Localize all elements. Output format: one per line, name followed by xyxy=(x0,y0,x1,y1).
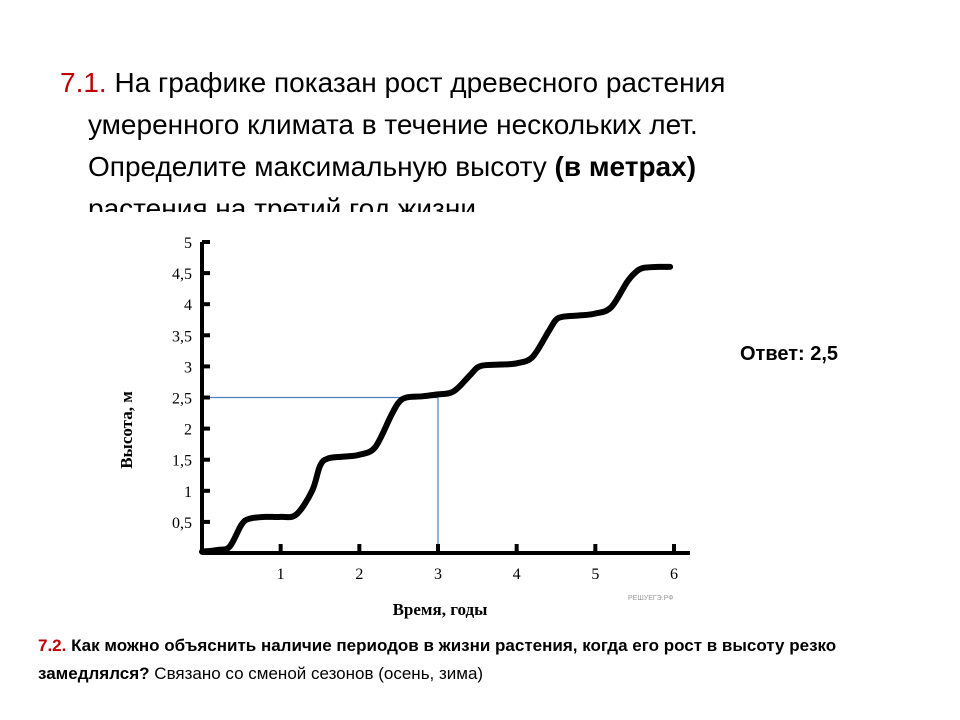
question-number: 7.1. xyxy=(60,67,107,98)
y-tick-label: 4 xyxy=(184,297,192,314)
y-tick-label: 3,5 xyxy=(172,328,192,345)
guide-lines xyxy=(202,396,439,553)
x-axis-ticks: 1 2 3 4 5 6 xyxy=(277,544,678,583)
y-tick-label: 1 xyxy=(184,484,192,501)
x-tick-label: 6 xyxy=(670,566,678,583)
x-tick-label: 3 xyxy=(434,566,442,583)
y-tick-label: 0,5 xyxy=(172,515,192,532)
growth-curve xyxy=(199,263,674,555)
question-line-2: умеренного климата в течение нескольких … xyxy=(88,109,698,140)
question-2-text: Как можно объяснить наличие периодов в ж… xyxy=(38,636,837,683)
question-bold-units: (в метрах) xyxy=(554,151,697,182)
x-tick-label: 4 xyxy=(513,566,521,583)
question-7-1: 7.1. На графике показан рост древесного … xyxy=(60,62,860,212)
question-text-1: На графике показан рост древесного расте… xyxy=(106,67,726,98)
y-tick-label: 5 xyxy=(184,235,192,252)
question-text-3: Определите максимальную высоту xyxy=(88,151,555,182)
question-line-3: Определите максимальную высоту (в метрах… xyxy=(60,146,860,188)
y-tick-label: 2,5 xyxy=(172,391,192,408)
x-axis-label: Время, годы xyxy=(393,600,488,619)
y-axis-label: Высота, м xyxy=(117,391,136,469)
x-tick-label: 5 xyxy=(591,566,599,583)
y-tick-label: 4,5 xyxy=(172,266,192,283)
y-axis-ticks: 0,5 1 1,5 2 2,5 3 3,5 4 4,5 5 xyxy=(172,235,210,532)
x-tick-label: 1 xyxy=(277,566,285,583)
y-tick-label: 2 xyxy=(184,422,192,439)
question-line-4: растения на третий год жизни. xyxy=(88,193,484,212)
question-2-answer: Связано со сменой сезонов (осень, зима) xyxy=(149,664,484,683)
watermark: РЕШУЕГЭ.РФ xyxy=(628,595,674,602)
x-tick-label: 2 xyxy=(355,566,363,583)
answer-text: Ответ: 2,5 xyxy=(740,343,839,365)
question-7-2: 7.2. Как можно объяснить наличие периодо… xyxy=(38,632,928,688)
question-line-1: 7.1. На графике показан рост древесного … xyxy=(60,62,860,104)
y-tick-label: 1,5 xyxy=(172,453,192,470)
question-2-number: 7.2. xyxy=(38,636,67,655)
y-tick-label: 3 xyxy=(184,359,192,376)
